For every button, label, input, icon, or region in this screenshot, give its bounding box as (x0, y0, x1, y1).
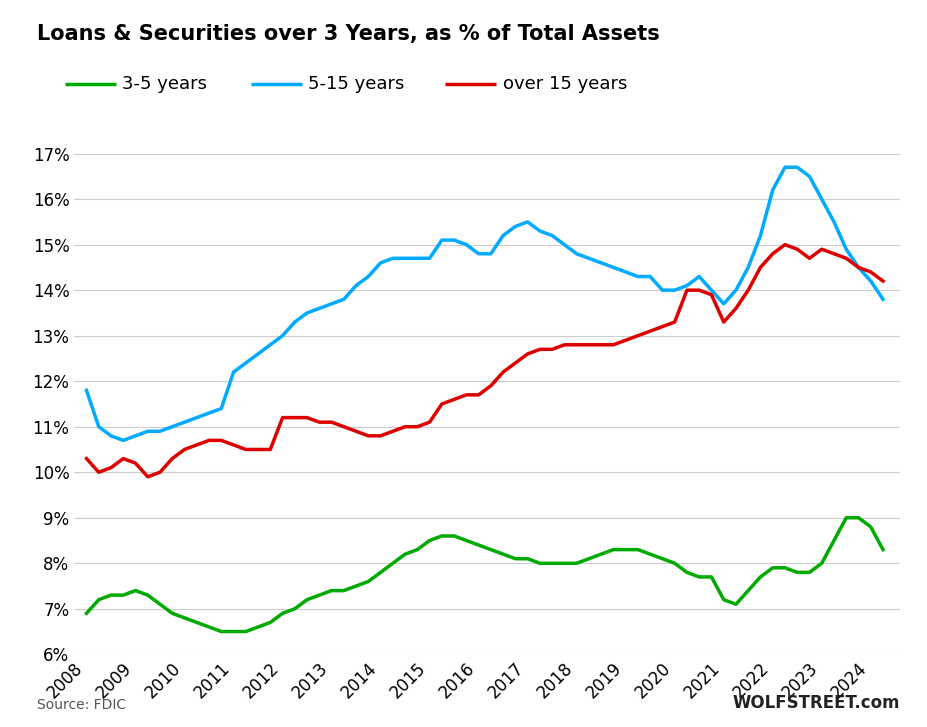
3-5 years (142, 591, 153, 600)
5-15 years (338, 295, 349, 304)
over 15 years (289, 413, 300, 422)
Text: Source: FDIC: Source: FDIC (37, 699, 126, 712)
5-15 years (877, 295, 888, 304)
5-15 years (289, 318, 300, 326)
3-5 years (717, 595, 729, 604)
5-15 years (154, 427, 165, 435)
3-5 years (289, 604, 300, 613)
3-5 years (436, 531, 447, 540)
5-15 years (717, 300, 729, 308)
5-15 years (118, 436, 129, 445)
over 15 years (436, 400, 447, 409)
3-5 years (840, 513, 851, 522)
over 15 years (338, 422, 349, 431)
over 15 years (717, 318, 729, 326)
5-15 years (436, 236, 447, 244)
3-5 years (877, 545, 888, 554)
5-15 years (81, 386, 92, 395)
Line: 5-15 years: 5-15 years (86, 167, 883, 441)
3-5 years (81, 609, 92, 618)
Text: WOLFSTREET.com: WOLFSTREET.com (732, 694, 899, 712)
Text: over 15 years: over 15 years (502, 75, 627, 92)
3-5 years (338, 586, 349, 595)
over 15 years (779, 241, 790, 249)
Text: Loans & Securities over 3 Years, as % of Total Assets: Loans & Securities over 3 Years, as % of… (37, 23, 659, 44)
Line: over 15 years: over 15 years (86, 245, 883, 477)
Line: 3-5 years: 3-5 years (86, 518, 883, 632)
over 15 years (877, 277, 888, 286)
5-15 years (779, 163, 790, 172)
over 15 years (154, 468, 165, 477)
3-5 years (448, 531, 459, 540)
5-15 years (448, 236, 459, 244)
3-5 years (215, 627, 226, 636)
over 15 years (448, 395, 459, 403)
over 15 years (81, 454, 92, 463)
over 15 years (142, 473, 153, 481)
Text: 5-15 years: 5-15 years (308, 75, 404, 92)
Text: 3-5 years: 3-5 years (122, 75, 208, 92)
